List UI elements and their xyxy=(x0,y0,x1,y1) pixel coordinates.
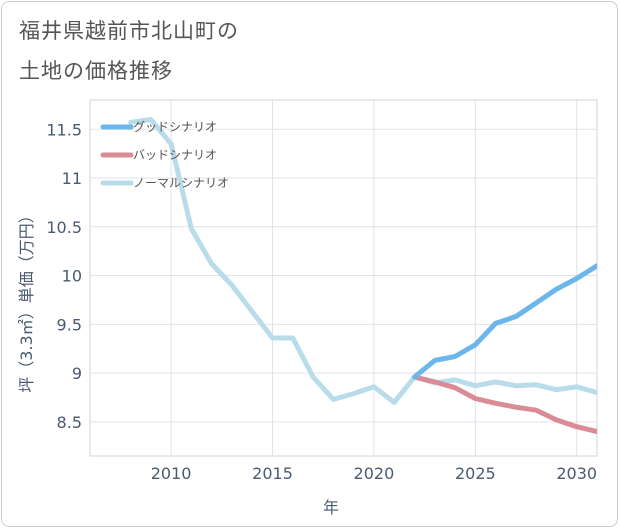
x-tick-label: 2015 xyxy=(252,464,293,483)
series-lines xyxy=(128,117,597,435)
y-tick-label: 11 xyxy=(62,169,82,188)
x-tick-label: 2010 xyxy=(151,464,192,483)
chart-title-line-2: 土地の価格推移 xyxy=(19,59,173,83)
legend-label: バッドシナリオ xyxy=(133,148,217,162)
x-tick-label: 2025 xyxy=(455,464,496,483)
series-line-0 xyxy=(412,263,597,380)
x-tick-label: 2030 xyxy=(556,464,597,483)
axis-ticks: 2010 2015 2020 2025 2030 8.5 9 9.5 10 10.5 11 11.5 xyxy=(46,120,597,483)
y-tick-label: 8.5 xyxy=(57,413,82,432)
y-tick-label: 9 xyxy=(72,364,82,383)
y-axis-title: 坪（3.3㎡）単価（万円） xyxy=(17,207,36,392)
y-tick-label: 11.5 xyxy=(46,120,82,139)
legend-label: ノーマルシナリオ xyxy=(133,176,229,190)
chart-title-line-1: 福井県越前市北山町の xyxy=(19,19,239,43)
series-line-1 xyxy=(412,374,597,435)
y-tick-label: 10.5 xyxy=(46,218,82,237)
legend-label: グッドシナリオ xyxy=(133,120,217,134)
y-tick-label: 9.5 xyxy=(57,315,82,334)
grid xyxy=(90,100,597,456)
x-tick-label: 2020 xyxy=(354,464,395,483)
y-tick-label: 10 xyxy=(62,267,82,286)
series-line-2 xyxy=(128,117,597,405)
x-axis-title: 年 xyxy=(323,498,339,517)
